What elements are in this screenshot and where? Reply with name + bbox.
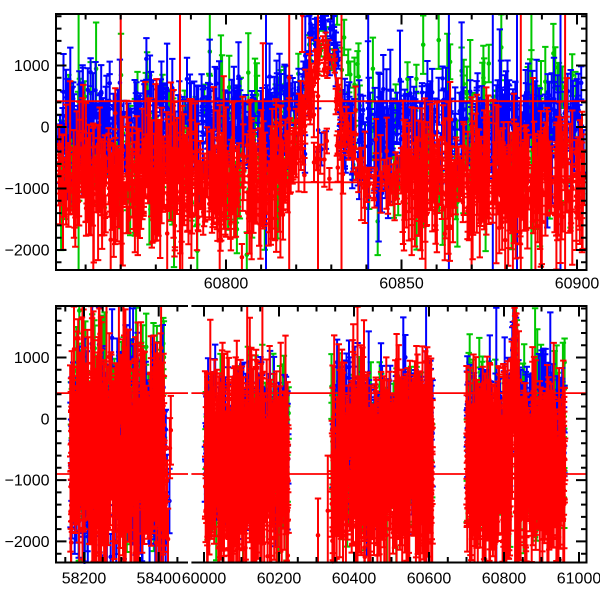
svg-text:60800: 60800	[204, 276, 249, 293]
svg-text:60850: 60850	[379, 276, 424, 293]
svg-text:0: 0	[41, 120, 50, 137]
svg-text:−2000: −2000	[5, 243, 50, 260]
svg-text:60000: 60000	[182, 571, 227, 588]
svg-text:−1000: −1000	[5, 473, 50, 490]
svg-text:−2000: −2000	[5, 534, 50, 551]
svg-text:1000: 1000	[14, 350, 50, 367]
svg-text:58400: 58400	[136, 571, 181, 588]
svg-text:58200: 58200	[62, 571, 107, 588]
svg-text:0: 0	[41, 411, 50, 428]
svg-text:60800: 60800	[482, 571, 527, 588]
svg-text:60900: 60900	[555, 276, 600, 293]
svg-text:61000: 61000	[557, 571, 600, 588]
svg-text:60400: 60400	[332, 571, 377, 588]
svg-text:1000: 1000	[14, 58, 50, 75]
svg-text:60200: 60200	[257, 571, 302, 588]
svg-text:60600: 60600	[407, 571, 452, 588]
svg-text:−1000: −1000	[5, 181, 50, 198]
